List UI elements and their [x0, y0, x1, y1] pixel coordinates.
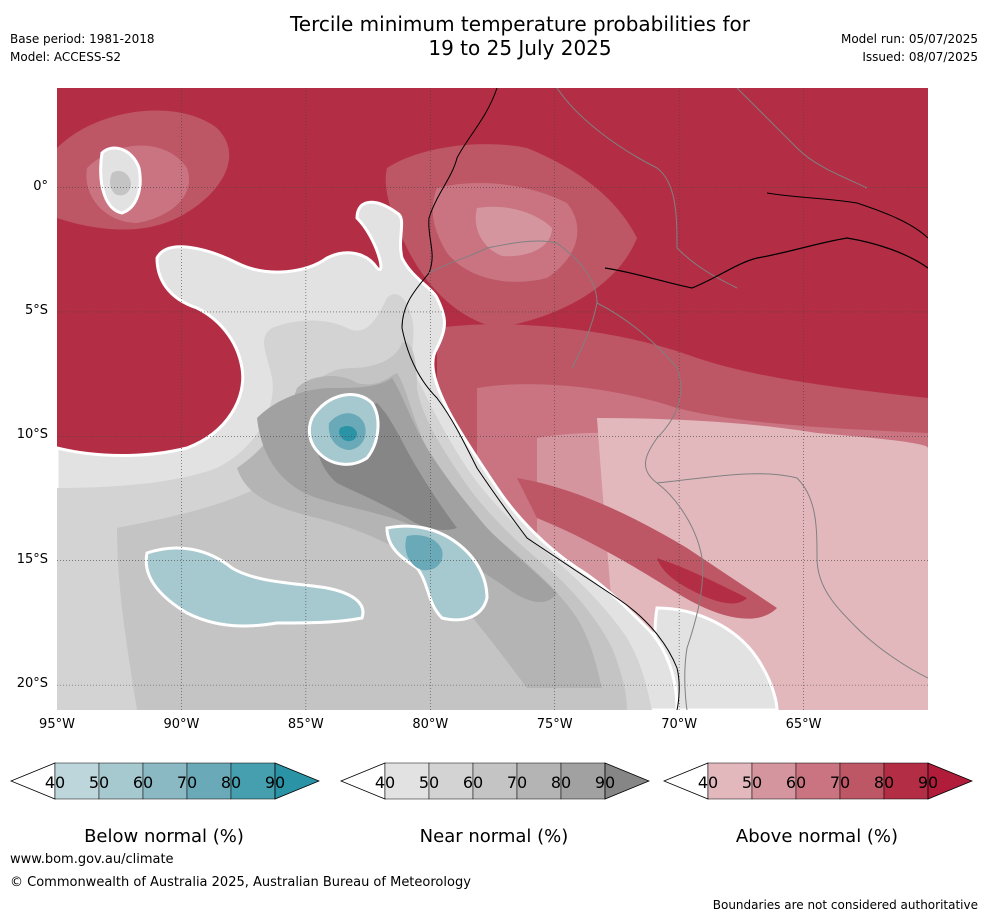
colorbar-1-title: Near normal (%)	[419, 826, 569, 847]
colorbar-1-tick-5: 90	[594, 773, 616, 792]
title-line-2: 19 to 25 July 2025	[428, 36, 612, 60]
meta-right: Model run: 05/07/2025 Issued: 08/07/2025	[841, 30, 978, 66]
colorbar-2-segment-3	[839, 762, 885, 800]
boundary-peru-brazil	[596, 302, 682, 484]
boundary-venezuela-brazil	[736, 88, 868, 189]
lon-label-2: 85°W	[287, 717, 324, 732]
colorbar-2-tick-2: 60	[785, 773, 807, 792]
issued-text: Issued: 08/07/2025	[862, 50, 978, 64]
footer-website: www.bom.gov.au/climate	[10, 852, 174, 867]
boundary-peru-bolivia	[656, 482, 704, 710]
colorbar-0	[10, 762, 320, 800]
colorbar-2-tick-5: 90	[917, 773, 939, 792]
field-below-50-offshore-3	[144, 546, 365, 628]
colorbar-0-tick-1: 50	[88, 773, 110, 792]
colorbar-0-tick-0: 40	[44, 773, 66, 792]
lon-label-5: 70°W	[661, 717, 698, 732]
model-text: Model: ACCESS-S2	[10, 50, 122, 64]
boundary-ecuador-peru	[428, 240, 598, 369]
colorbar-2-segment-2	[795, 762, 841, 800]
footer-disclaimer: Boundaries are not considered authoritat…	[712, 898, 978, 912]
field-below-70-offshore-2	[405, 535, 443, 571]
colorbar-1-tick-3: 70	[506, 773, 528, 792]
title-line-1: Tercile minimum temperature probabilitie…	[289, 12, 751, 36]
colorbar-1-segment-1	[428, 762, 474, 800]
colorbar-2-tick-1: 50	[741, 773, 763, 792]
lat-label-0: 0°	[33, 178, 48, 194]
colorbar-1	[340, 762, 650, 800]
colorbar-0-segment-0	[54, 762, 100, 800]
lat-label-3: 15°S	[16, 551, 48, 567]
colorbar-0-segment-1	[98, 762, 144, 800]
amazon-river	[604, 237, 928, 289]
coordinate-grid	[57, 88, 928, 710]
boundary-colombia-brazil	[556, 88, 738, 289]
colorbar-0-title: Below normal (%)	[84, 826, 244, 847]
colorbar-1-high-extend	[604, 762, 650, 800]
colorbar-2-tick-4: 80	[873, 773, 895, 792]
colorbar-1-tick-0: 40	[374, 773, 396, 792]
lon-label-1: 90°W	[163, 717, 200, 732]
map-title: Tercile minimum temperature probabilitie…	[0, 12, 988, 60]
colorbar-0-high-extend	[274, 762, 320, 800]
boundary-bolivia-brazil	[656, 473, 928, 679]
colorbar-2-tick-3: 70	[829, 773, 851, 792]
base-period-text: Base period: 1981-2018	[10, 32, 155, 46]
coastline	[401, 88, 680, 710]
colorbar-1-tick-2: 60	[462, 773, 484, 792]
colorbar-0-segment-3	[186, 762, 232, 800]
field-near-50-galapagos	[110, 170, 131, 196]
meta-left: Base period: 1981-2018 Model: ACCESS-S2	[10, 30, 155, 66]
map-panel	[57, 88, 928, 710]
colorbar-1-segment-4	[560, 762, 606, 800]
colorbar-0-tick-2: 60	[132, 773, 154, 792]
colorbar-2-segment-0	[707, 762, 753, 800]
colorbar-0-segment-4	[230, 762, 276, 800]
colorbar-1-tick-1: 50	[418, 773, 440, 792]
colorbar-2-tick-0: 40	[697, 773, 719, 792]
footer-copyright: © Commonwealth of Australia 2025, Austra…	[10, 875, 471, 890]
lat-label-2: 10°S	[16, 427, 48, 443]
lat-label-4: 20°S	[16, 676, 48, 692]
colorbar-0-segment-2	[142, 762, 188, 800]
lon-label-6: 65°W	[785, 717, 822, 732]
lon-label-0: 95°W	[39, 717, 75, 732]
map-canvas	[57, 88, 928, 710]
colorbar-0-tick-3: 70	[176, 773, 198, 792]
lon-label-4: 75°W	[536, 717, 573, 732]
colorbar-1-segment-2	[472, 762, 518, 800]
lon-label-3: 80°W	[412, 717, 449, 732]
colorbar-1-tick-4: 80	[550, 773, 572, 792]
colorbar-2-high-extend	[927, 762, 973, 800]
colorbar-0-tick-5: 90	[264, 773, 286, 792]
lat-label-1: 5°S	[24, 302, 48, 318]
colorbar-2-title: Above normal (%)	[735, 826, 899, 847]
colorbar-2	[663, 762, 973, 800]
amazon-river-north	[766, 192, 928, 239]
colorbar-0-tick-4: 80	[220, 773, 242, 792]
field-below-90-offshore-1	[339, 425, 357, 442]
colorbar-2-segment-1	[751, 762, 797, 800]
field-above-50-ecuador	[475, 206, 552, 257]
colorbar-1-segment-0	[384, 762, 430, 800]
model-run-text: Model run: 05/07/2025	[840, 32, 978, 46]
